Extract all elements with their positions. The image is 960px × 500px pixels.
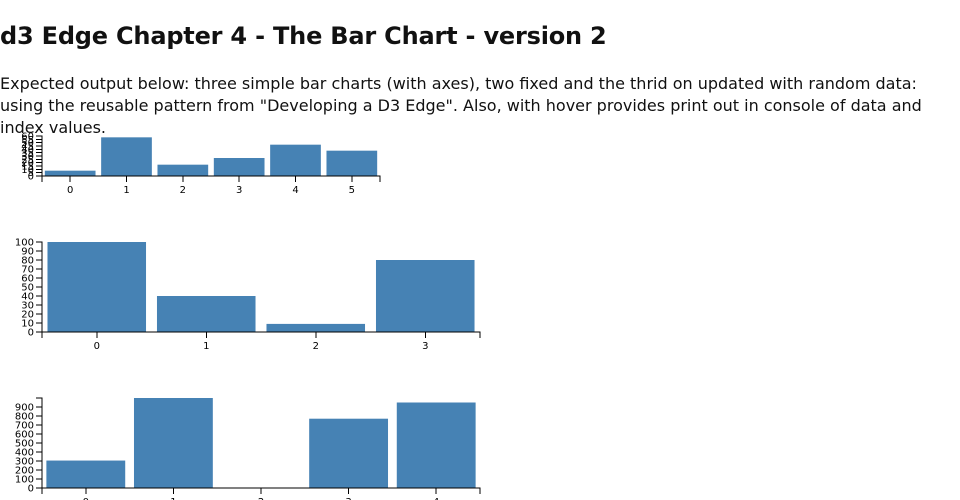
y-tick-label: 55	[21, 135, 34, 146]
bar[interactable]	[101, 137, 152, 176]
y-tick-label: 60	[21, 274, 34, 285]
y-tick-label: 300	[15, 457, 34, 468]
x-tick-label: 3	[422, 341, 428, 352]
x-axis: 0 1 2 3 4	[41, 487, 481, 500]
x-axis: 0 1 2 3	[41, 331, 481, 352]
bar[interactable]	[47, 242, 147, 332]
y-tick-label: 50	[21, 283, 34, 294]
bar[interactable]	[157, 164, 209, 176]
x-axis-line	[41, 175, 381, 182]
x-tick-label: 4	[292, 185, 298, 196]
bar[interactable]	[309, 418, 389, 488]
x-tick-label: 1	[170, 497, 176, 500]
y-tick-label: 700	[15, 421, 34, 432]
y-tick-label: 10	[21, 165, 34, 176]
y-tick-label: 0	[28, 328, 34, 339]
y-tick-label: 100	[15, 238, 34, 249]
y-tick-label: 400	[15, 448, 34, 459]
bar[interactable]	[375, 260, 475, 332]
y-tick-label: 30	[21, 152, 34, 163]
bar[interactable]	[213, 158, 265, 176]
y-tick-label: 10	[21, 319, 34, 330]
y-tick-label: 200	[15, 466, 34, 477]
x-tick-label: 1	[203, 341, 209, 352]
y-tick-label: 0	[28, 172, 34, 183]
x-tick-label: 0	[83, 497, 89, 500]
y-tick-label: 60	[21, 132, 34, 143]
x-tick-label: 5	[349, 185, 355, 196]
y-tick-label: 800	[15, 412, 34, 423]
y-tick-label: 0	[28, 484, 34, 495]
y-tick-label: 100	[15, 475, 34, 486]
y-tick-label: 50	[21, 138, 34, 149]
y-tick-label: 20	[21, 158, 34, 169]
x-tick-label: 0	[94, 341, 100, 352]
y-tick-label: 40	[21, 145, 34, 156]
x-axis-line	[41, 331, 481, 338]
page-title: d3 Edge Chapter 4 - The Bar Chart - vers…	[0, 22, 607, 50]
y-tick-label: 600	[15, 430, 34, 441]
bars	[46, 398, 476, 489]
bar[interactable]	[156, 296, 256, 332]
x-tick-label: 2	[180, 185, 186, 196]
bar[interactable]	[133, 398, 213, 488]
y-tick-label: 90	[21, 247, 34, 258]
y-tick-label: 15	[21, 162, 34, 173]
x-tick-label: 4	[433, 497, 439, 500]
y-tick-label: 25	[21, 155, 34, 166]
bar[interactable]	[396, 402, 476, 489]
bar[interactable]	[326, 150, 378, 176]
intro-paragraph: Expected output below: three simple bar …	[0, 74, 922, 137]
y-tick-label: 40	[21, 292, 34, 303]
x-tick-label: 1	[123, 185, 129, 196]
bar[interactable]	[44, 170, 96, 176]
y-tick-label: 35	[21, 148, 34, 159]
y-tick-label: 45	[21, 142, 34, 153]
y-tick-label: 900	[15, 403, 34, 414]
y-tick-label: 5	[28, 168, 34, 179]
x-axis: 0 1 2 3 4 5	[41, 175, 381, 196]
bars	[44, 137, 378, 176]
bars	[47, 242, 475, 332]
y-tick-label: 20	[21, 310, 34, 321]
bar-chart-3: 012340100200300400500600700800900	[15, 397, 481, 500]
y-tick-label: 500	[15, 439, 34, 450]
bar[interactable]	[266, 323, 366, 332]
y-tick-label: 80	[21, 256, 34, 267]
x-tick-label: 3	[345, 497, 351, 500]
x-tick-label: 3	[236, 185, 242, 196]
bar[interactable]	[270, 144, 321, 176]
x-tick-label: 2	[258, 497, 264, 500]
y-tick-label: 70	[21, 265, 34, 276]
y-tick-label: 30	[21, 301, 34, 312]
x-tick-label: 2	[313, 341, 319, 352]
x-tick-label: 0	[67, 185, 73, 196]
bar[interactable]	[46, 460, 126, 488]
